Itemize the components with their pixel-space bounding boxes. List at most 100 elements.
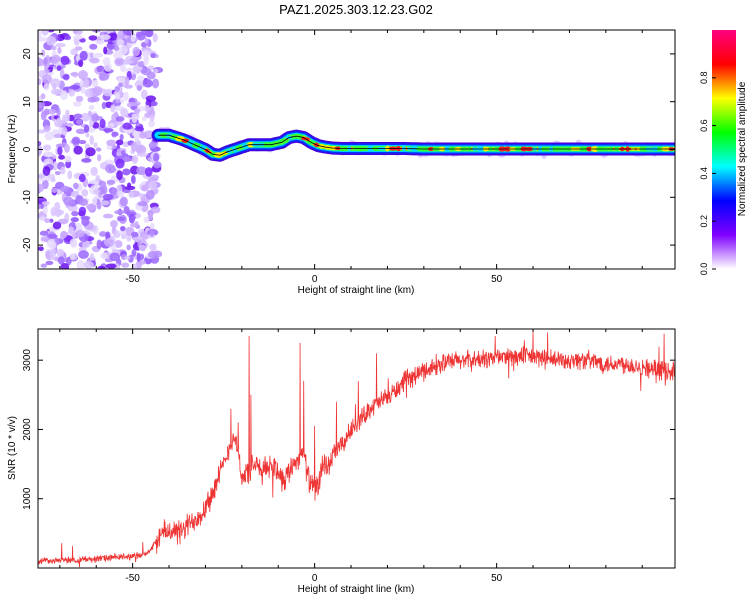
noise-blob [41,74,53,84]
noise-blob [130,57,140,62]
noise-blob [145,189,155,200]
noise-blob [41,201,50,206]
noise-blob [144,167,153,177]
noise-blob [101,101,107,110]
noise-blob [49,248,57,254]
noise-blob [97,265,106,269]
noise-blob [38,30,42,39]
noise-blob [57,47,62,55]
noise-blob [93,142,98,148]
noise-blob [75,229,85,238]
noise-blob [117,230,127,235]
noise-blob [111,131,119,137]
y-tick-label: -20 [22,237,33,252]
noise-blob [123,155,132,162]
noise-blob [146,71,156,80]
noise-blob [100,252,108,260]
noise-blob [78,250,89,259]
noise-blob [150,174,160,181]
noise-blob [137,75,145,82]
noise-blob [116,39,125,46]
noise-blob [50,57,58,65]
noise-blob [115,139,124,146]
noise-blob [103,239,114,244]
noise-blob [99,72,110,81]
noise-blob [83,78,90,89]
x-tick-label: 0 [312,573,318,584]
noise-blob [139,253,145,261]
noise-blob [134,126,145,132]
noise-blob [70,48,78,56]
noise-blob [151,78,160,89]
noise-blob [134,221,139,227]
noise-blob [89,52,94,59]
noise-blob [149,243,157,251]
noise-blob [144,37,149,45]
noise-blob [41,49,46,57]
noise-blob [89,135,94,145]
noise-blob [73,34,84,40]
noise-blob [123,206,130,215]
noise-blob [78,59,84,68]
noise-blob [119,45,128,55]
noise-blob [92,86,103,96]
noise-blob [56,65,62,71]
noise-blob [117,190,125,198]
noise-blob [81,188,89,197]
noise-blob [65,122,74,127]
noise-blob [44,68,50,74]
noise-blob [38,129,46,134]
noise-blob [148,141,157,149]
colorbar-tick-label: 0.4 [699,167,709,180]
noise-blob [52,221,62,230]
noise-blob [91,196,98,205]
noise-blob [38,183,45,193]
noise-blob [122,168,131,176]
noise-blob [72,30,78,34]
y-tick-label: 1000 [22,487,33,510]
noise-blob [82,240,91,249]
noise-blob [147,181,158,190]
noise-blob [126,244,131,251]
noise-blob [39,230,49,236]
colorbar-tick-label: 0.6 [699,119,709,132]
noise-blob [85,147,96,157]
colorbar-ticks: 0.0 0.2 0.4 0.6 0.8 [699,72,716,275]
y-tick-label: 10 [22,96,33,108]
noise-blob [103,46,108,55]
noise-blob [46,233,58,239]
y-tick-label: 0 [22,146,33,152]
noise-blob [55,43,66,48]
noise-blob [54,171,61,176]
noise-blob [127,182,132,188]
noise-blob [75,128,87,134]
noise-blob [91,96,100,103]
colorbar-tick-label: 0.2 [699,215,709,228]
noise-blob [67,170,73,180]
noise-blob [110,220,118,228]
noise-blob [80,87,86,94]
noise-blob [115,116,125,122]
noise-blob [119,196,128,207]
noise-blob [130,174,136,184]
noise-blob [100,200,110,206]
noise-blob [130,141,138,152]
snr-x-axis: -50 0 50 [59,329,643,584]
noise-blob [56,107,61,117]
noise-blob [120,63,127,72]
noise-blob [137,61,145,67]
noise-blob [63,196,74,206]
noise-blob [99,34,111,40]
noise-blob [103,62,112,72]
noise-blob [136,166,147,176]
noise-blob [68,226,75,235]
noise-blob [73,113,83,119]
noise-blob [131,249,137,257]
noise-blob [91,79,99,88]
noise-blob [117,76,126,83]
noise-blob [132,46,140,57]
noise-blob [144,104,151,112]
noise-blob [57,256,65,265]
noise-blob [52,161,58,171]
noise-blob [61,126,68,136]
